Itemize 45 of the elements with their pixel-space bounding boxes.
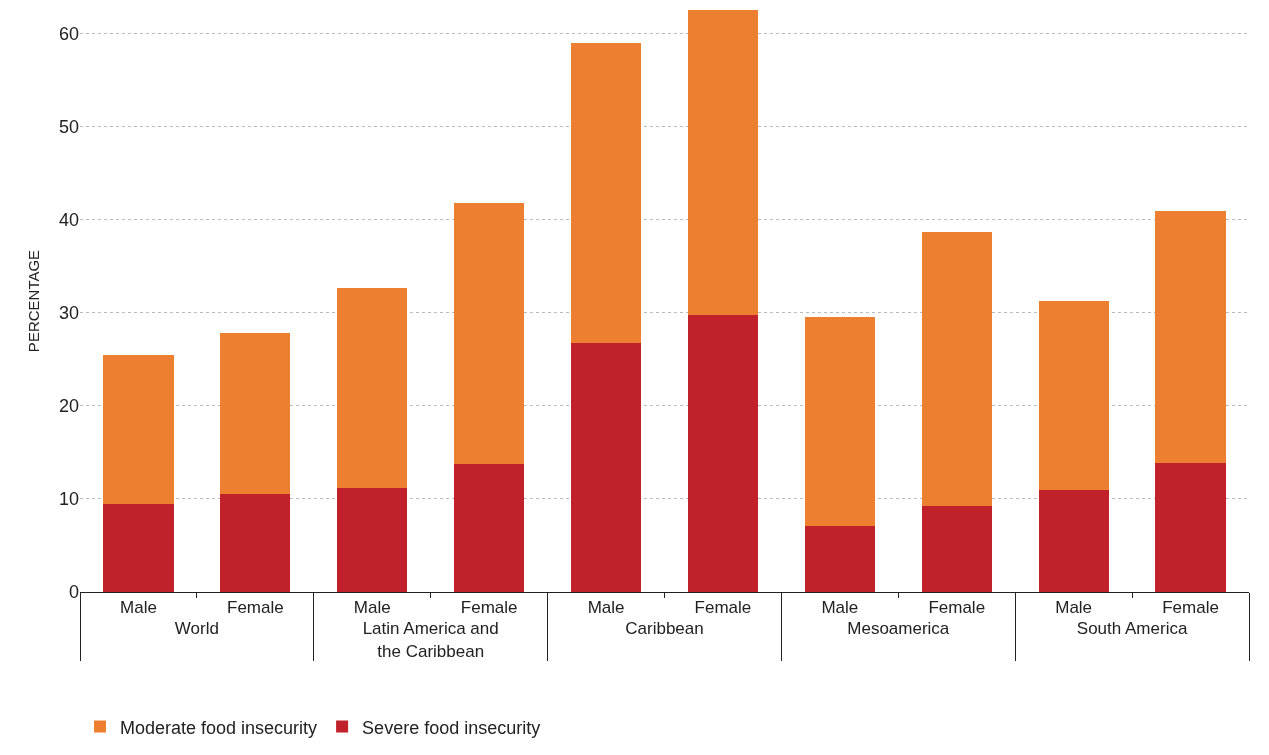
text: Latin America and the Caribbean xyxy=(362,619,499,661)
x-tick-label: Female xyxy=(1162,598,1219,618)
bar xyxy=(570,343,642,592)
text: South America xyxy=(1076,619,1188,639)
y-tick-label: 50 xyxy=(58,116,79,137)
bar xyxy=(804,525,875,592)
bar xyxy=(337,487,408,592)
y-tick-label: 60 xyxy=(58,23,79,44)
bar xyxy=(454,464,525,592)
bar xyxy=(103,504,174,592)
y-tick-label: 20 xyxy=(58,396,79,417)
bar xyxy=(454,202,525,465)
x-tick-label: Male xyxy=(1055,598,1093,618)
bar xyxy=(220,333,291,495)
bar xyxy=(1155,211,1226,463)
bar xyxy=(220,494,291,592)
text: Mesoamerica xyxy=(847,619,950,639)
x-tick-label: Female xyxy=(227,598,284,618)
bar xyxy=(337,287,408,488)
bar xyxy=(921,231,992,507)
y-tick-label: 0 xyxy=(68,582,79,603)
y-tick-label: 40 xyxy=(58,209,79,230)
x-tick-label: Male xyxy=(821,598,859,618)
bar xyxy=(804,317,875,526)
bar xyxy=(1038,300,1109,490)
y-tick-label: 10 xyxy=(58,489,79,510)
bar xyxy=(1155,462,1226,592)
x-tick-label: Female xyxy=(460,598,518,618)
bar xyxy=(687,315,759,592)
x-tick-label: Female xyxy=(928,598,986,618)
x-tick-label: Male xyxy=(587,598,625,618)
bar xyxy=(1038,489,1109,592)
bar xyxy=(687,10,759,316)
legend-label: Moderate food insecurity xyxy=(120,717,318,738)
text: World xyxy=(174,619,219,639)
legend-label: Severe food insecurity xyxy=(362,717,541,738)
text: Caribbean xyxy=(625,619,704,639)
y-axis-title: PERCENTAGE xyxy=(25,249,43,353)
y-tick-label: 30 xyxy=(58,302,79,323)
x-tick-label: Female xyxy=(694,598,752,618)
bar xyxy=(570,42,642,344)
bar xyxy=(103,355,174,505)
x-tick-label: Male xyxy=(120,598,157,618)
x-tick-label: Male xyxy=(353,598,391,618)
bar xyxy=(921,506,992,592)
